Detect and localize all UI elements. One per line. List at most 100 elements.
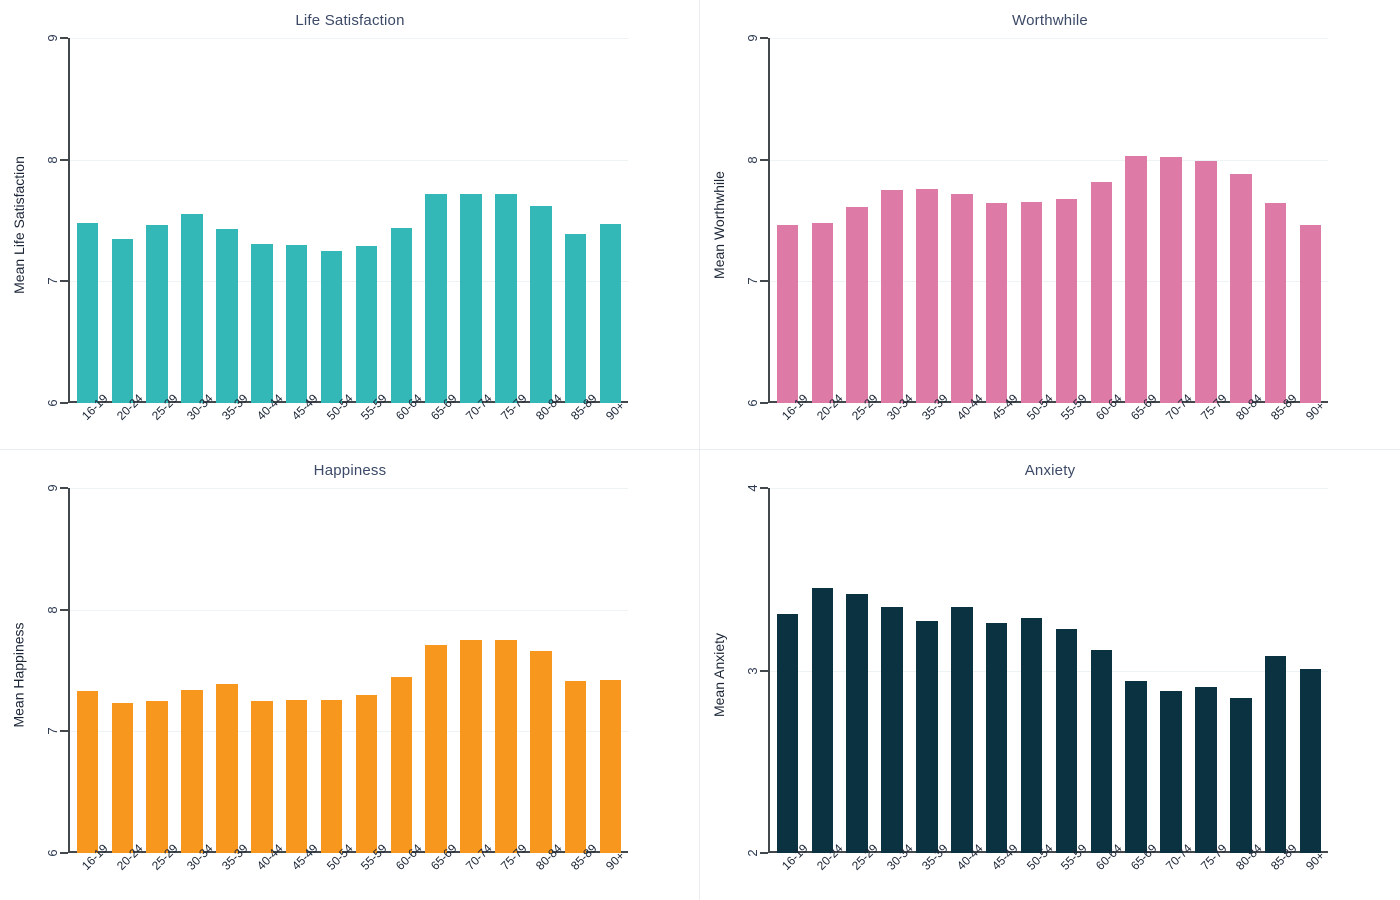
bar	[564, 233, 587, 403]
y-axis-tick-mark	[760, 158, 768, 161]
y-axis-tick-mark	[60, 402, 68, 404]
bar	[216, 683, 238, 853]
gridline	[68, 159, 628, 161]
bar	[111, 703, 134, 853]
bar	[495, 640, 517, 853]
y-axis-tick-label: 4	[744, 484, 760, 492]
bar	[320, 250, 343, 403]
gridline	[68, 609, 628, 611]
bar	[495, 193, 517, 403]
bar	[1090, 181, 1113, 403]
bar	[1264, 655, 1287, 853]
bar	[1195, 160, 1217, 403]
bar	[1230, 174, 1252, 403]
panel-title-life-satisfaction: Life Satisfaction	[295, 12, 405, 29]
bar	[1160, 690, 1182, 853]
plot-area-anxiety: 2 3 4	[745, 484, 1328, 857]
y-axis-tick-mark	[60, 280, 68, 283]
bar	[320, 699, 343, 853]
bar	[355, 246, 378, 403]
y-axis-tick-mark	[760, 669, 768, 672]
bar	[846, 207, 868, 403]
bar	[1125, 156, 1147, 403]
bar	[530, 651, 552, 853]
y-axis-tick-label: 8	[44, 606, 60, 614]
bar	[1264, 203, 1287, 403]
bar	[251, 700, 273, 853]
x-axis-line	[768, 401, 1328, 403]
panel-title-happiness: Happiness	[313, 462, 387, 479]
y-axis-title-life-satisfaction: Mean Life Satisfaction	[6, 0, 32, 450]
bar	[1055, 628, 1078, 853]
bar	[1195, 686, 1217, 853]
y-axis-title-happiness: Mean Happiness	[6, 450, 32, 900]
gridline	[68, 488, 628, 489]
y-axis-tick-label: 8	[744, 156, 760, 164]
y-axis-tick-mark	[60, 608, 68, 611]
bar	[216, 229, 238, 403]
y-axis-title-label: Mean Worthwhile	[711, 171, 727, 279]
panel-title-worthwhile: Worthwhile	[1012, 12, 1088, 29]
bar	[1125, 681, 1147, 853]
y-axis-line	[68, 488, 70, 853]
y-axis-tick-label: 7	[44, 277, 60, 285]
bar	[530, 205, 552, 403]
bar	[76, 691, 99, 853]
bar	[811, 222, 834, 403]
y-axis-title-anxiety: Mean Anxiety	[706, 450, 732, 900]
bar	[76, 222, 99, 403]
bar	[390, 676, 413, 853]
y-axis-tick-label: 9	[744, 34, 760, 42]
y-axis-tick-label: 6	[44, 399, 60, 407]
bar	[1299, 225, 1322, 403]
bar	[181, 689, 203, 853]
gridline	[768, 159, 1328, 161]
bar	[111, 238, 134, 403]
y-axis-tick-mark	[760, 37, 768, 39]
bar	[1020, 202, 1043, 403]
gridline	[768, 670, 1328, 672]
bar	[564, 681, 587, 853]
y-axis-tick-mark	[760, 402, 768, 404]
gridline	[768, 488, 1328, 489]
bar	[599, 224, 622, 403]
y-axis-tick-mark	[760, 487, 768, 489]
bar	[1230, 697, 1252, 853]
bar	[846, 593, 868, 853]
bar	[916, 621, 938, 853]
bar-series	[70, 488, 628, 853]
y-axis-tick-label: 9	[44, 484, 60, 492]
x-axis-line	[68, 851, 628, 853]
bar	[1299, 668, 1322, 853]
bar	[285, 699, 308, 853]
bar	[951, 193, 973, 403]
bar	[181, 214, 203, 403]
y-axis-tick-mark	[760, 280, 768, 283]
y-axis-tick-mark	[60, 730, 68, 733]
gridline	[768, 281, 1328, 283]
y-axis-tick-mark	[60, 37, 68, 39]
panel-life-satisfaction: Life Satisfaction Mean Life Satisfaction…	[0, 0, 700, 450]
bar	[460, 193, 482, 403]
bar	[881, 190, 903, 403]
y-axis-title-worthwhile: Mean Worthwhile	[706, 0, 732, 450]
bar	[425, 644, 447, 853]
bar	[146, 700, 168, 853]
bar	[951, 606, 973, 853]
bar	[1055, 198, 1078, 403]
plot-area-happiness: 6 7 8 9	[45, 484, 628, 857]
plot-area-worthwhile: 6 7 8 9	[745, 34, 1328, 407]
y-axis-tick-label: 8	[44, 156, 60, 164]
y-axis-tick-label: 6	[744, 399, 760, 407]
bar	[916, 188, 938, 403]
bar	[425, 193, 447, 403]
y-axis-tick-mark	[60, 852, 68, 854]
bar	[1090, 650, 1113, 853]
y-axis-line	[768, 38, 770, 403]
bar	[985, 623, 1008, 853]
gridline	[68, 731, 628, 733]
